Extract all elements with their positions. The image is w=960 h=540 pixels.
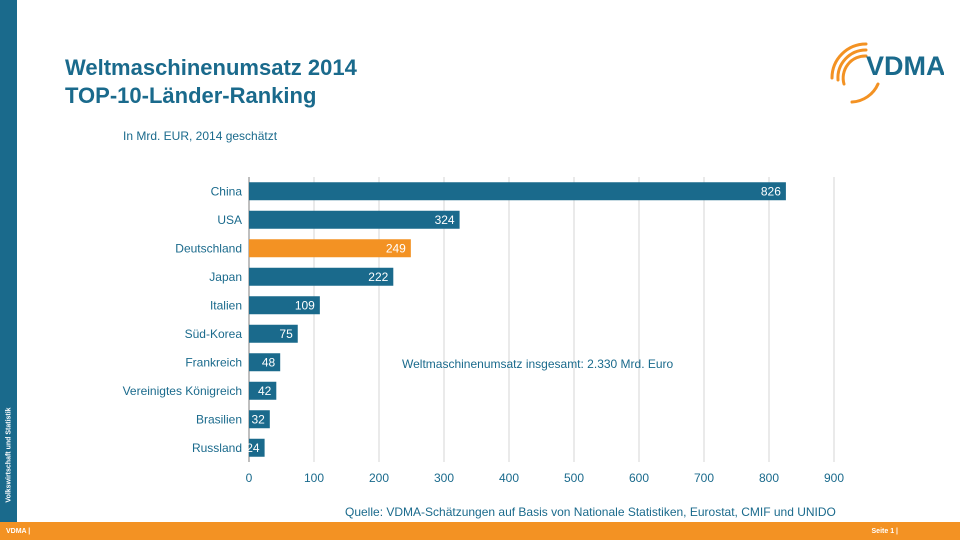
bar-deutschland [249, 239, 411, 258]
value-label: 109 [295, 298, 315, 312]
bar-usa [249, 210, 460, 229]
category-label: Deutschland [175, 241, 242, 255]
x-tick-label: 300 [434, 471, 454, 485]
x-tick-label: 700 [694, 471, 714, 485]
value-label: 826 [761, 184, 781, 198]
value-label: 324 [435, 213, 455, 227]
category-label: Japan [209, 270, 242, 284]
value-label: 32 [251, 412, 265, 426]
value-label: 48 [262, 355, 276, 369]
value-label: 249 [386, 241, 406, 255]
side-bar: Volkswirtschaft und Statistik [0, 0, 17, 522]
x-tick-label: 200 [369, 471, 389, 485]
chart-subtitle: In Mrd. EUR, 2014 geschätzt [123, 129, 278, 143]
total-annotation: Weltmaschinenumsatz insgesamt: 2.330 Mrd… [402, 357, 674, 371]
category-label: Italien [210, 298, 242, 312]
category-label: China [211, 184, 243, 198]
x-tick-label: 100 [304, 471, 324, 485]
category-label: Brasilien [196, 412, 242, 426]
footer-right: Seite 1 | [871, 528, 898, 535]
logo-arcs-icon [830, 42, 880, 104]
category-label: Vereinigtes Königreich [123, 384, 242, 398]
vdma-logo: VDMA [830, 42, 944, 104]
bar-brasilien [249, 410, 270, 429]
x-tick-label: 900 [824, 471, 844, 485]
bar-italien [249, 296, 320, 315]
footer-left: VDMA | [6, 528, 31, 535]
source-note: Quelle: VDMA-Schätzungen auf Basis von N… [345, 505, 836, 519]
title-line-2: TOP-10-Länder-Ranking [65, 83, 317, 108]
bars [249, 182, 786, 457]
category-label: USA [217, 213, 242, 227]
x-tick-label: 0 [246, 471, 253, 485]
x-tick-label: 800 [759, 471, 779, 485]
value-label: 42 [258, 384, 272, 398]
value-label: 75 [279, 327, 293, 341]
bar-russland [249, 438, 265, 457]
value-label: 24 [246, 441, 260, 455]
x-tick-label: 500 [564, 471, 584, 485]
x-tick-label: 600 [629, 471, 649, 485]
value-label: 222 [368, 270, 388, 284]
footer-bar: VDMA | Seite 1 | [0, 522, 960, 540]
category-label: Russland [192, 441, 242, 455]
bar-vereinigtes-k-nigreich [249, 381, 277, 400]
category-label: Frankreich [185, 355, 242, 369]
bar-s-d-korea [249, 324, 298, 343]
x-tick-labels: 0 100 200 300 400 500 600 700 800 900 [246, 471, 845, 485]
bar-frankreich [249, 353, 281, 372]
x-tick-label: 400 [499, 471, 519, 485]
bar-japan [249, 267, 394, 286]
category-label: Süd-Korea [185, 327, 243, 341]
logo-text: VDMA [866, 51, 944, 81]
title-line-1: Weltmaschinenumsatz 2014 [65, 55, 357, 80]
bar-china [249, 182, 786, 201]
chart-title: Weltmaschinenumsatz 2014 TOP-10-Länder-R… [65, 54, 357, 110]
category-labels: China USA Deutschland Japan Italien Süd-Korea… [123, 184, 243, 455]
